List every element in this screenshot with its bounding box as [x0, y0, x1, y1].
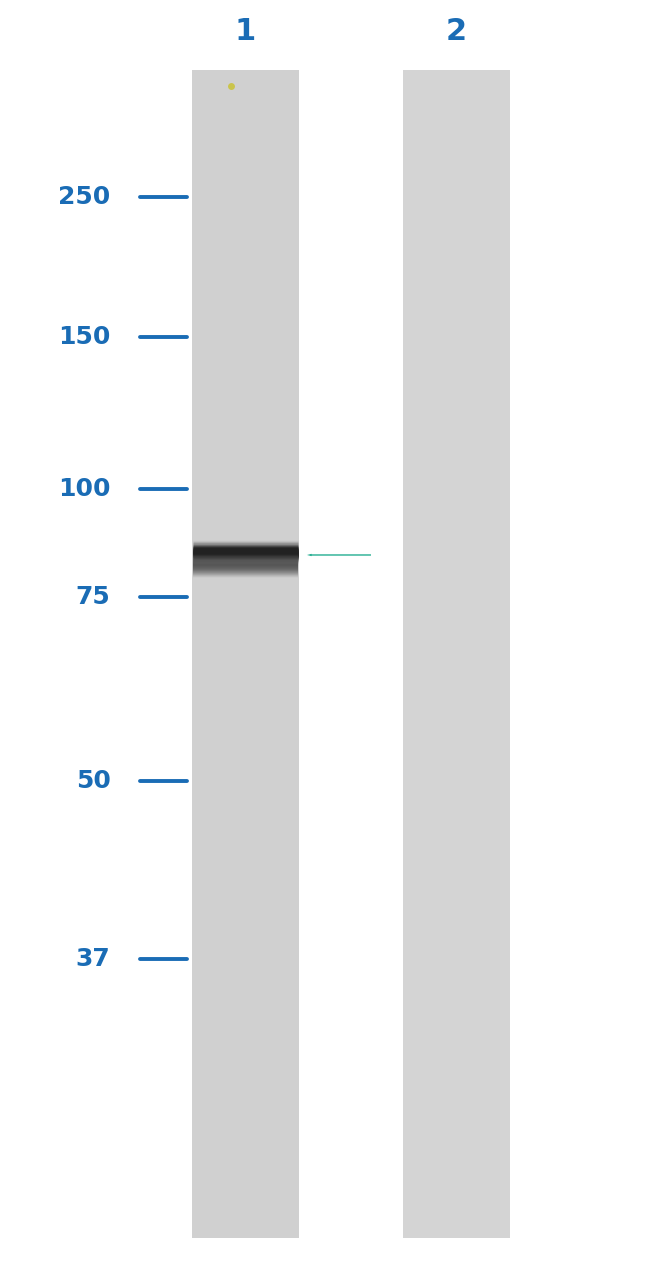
Text: 150: 150	[58, 325, 110, 348]
Text: 75: 75	[76, 585, 111, 608]
Bar	[192, 70, 299, 1238]
Text: 250: 250	[58, 185, 110, 208]
Text: 37: 37	[76, 947, 111, 970]
Text: 50: 50	[75, 770, 110, 792]
Text: 100: 100	[58, 478, 110, 500]
Bar	[403, 70, 510, 1238]
Text: 1: 1	[235, 18, 256, 46]
Text: 2: 2	[446, 18, 467, 46]
